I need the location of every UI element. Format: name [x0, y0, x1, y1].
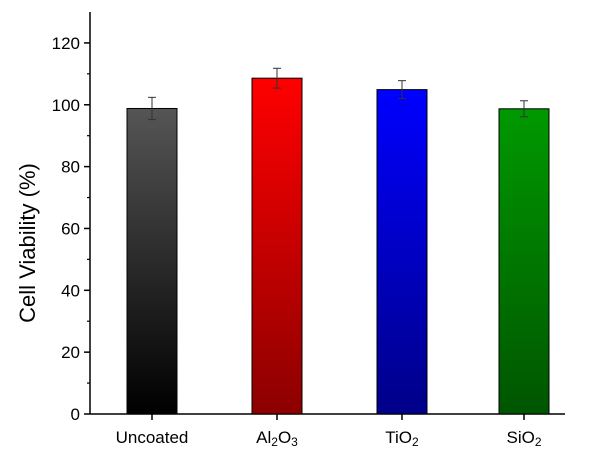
x-tick-labels: Uncoated Al2O3 TiO2 SiO2	[116, 428, 542, 449]
bars	[126, 67, 550, 415]
subscript: 3	[291, 435, 298, 449]
bar-sio2	[498, 108, 550, 415]
x-tick-label: Al2O3	[256, 428, 298, 449]
y-axis-title: Cell Viability (%)	[15, 163, 40, 323]
y-tick-label: 120	[52, 34, 80, 53]
x-tick-label: Uncoated	[116, 428, 189, 447]
bar-tio2	[376, 89, 428, 415]
label-text: O	[278, 428, 291, 447]
y-tick-label: 60	[61, 219, 80, 238]
subscript: 2	[412, 435, 419, 449]
label-text: Uncoated	[116, 428, 189, 447]
bar-uncoated	[126, 107, 178, 415]
y-tick-label: 40	[61, 281, 80, 300]
y-tick-label: 80	[61, 158, 80, 177]
label-text: TiO	[385, 428, 412, 447]
label-text: SiO	[506, 428, 534, 447]
y-tick-label: 100	[52, 96, 80, 115]
subscript: 2	[271, 435, 278, 449]
y-tick-label: 20	[61, 343, 80, 362]
label-text: Al	[256, 428, 271, 447]
x-tick-label: TiO2	[385, 428, 419, 449]
y-tick-label: 0	[71, 405, 80, 424]
bar-al2o3	[251, 77, 303, 415]
subscript: 2	[535, 435, 542, 449]
x-tick-label: SiO2	[506, 428, 541, 449]
